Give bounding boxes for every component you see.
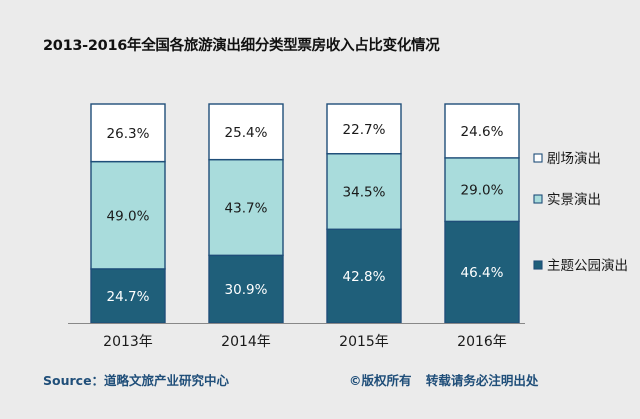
bar-segment — [90, 268, 166, 324]
bar-segment — [326, 153, 402, 230]
x-axis-ticks: 2013年 2014年 2015年 2016年 — [103, 334, 507, 350]
bar-segment — [444, 103, 520, 159]
bar-value-label: 26.3% — [107, 126, 150, 142]
bar-value-label: 42.8% — [343, 269, 386, 285]
bar-value-label: 43.7% — [225, 200, 268, 216]
legend-label: 实景演出 — [547, 192, 601, 208]
bar-segment — [90, 103, 166, 163]
bar-value-label: 46.4% — [461, 265, 504, 281]
bar-value-label: 34.5% — [343, 184, 386, 200]
copyright-note: ©版权所有 转载请务必注明出处 — [349, 370, 538, 389]
repost-notice: 转载请务必注明出处 — [425, 373, 539, 388]
bars-group: 24.7% 49.0% 26.3% 30.9% 43.7% 25.4% 42.8% 34.5%… — [90, 103, 520, 324]
legend-swatch — [533, 194, 543, 204]
legend-label: 主题公园演出 — [547, 258, 628, 274]
x-tick-label: 2014年 — [221, 334, 271, 350]
bar-value-label: 25.4% — [225, 125, 268, 141]
chart-title: 2013-2016年全国各旅游演出细分类型票房收入占比变化情况 — [43, 38, 440, 54]
bar-value-label: 30.9% — [225, 282, 268, 298]
bar-value-label: 24.7% — [107, 289, 150, 305]
bar-segment — [90, 160, 166, 270]
x-tick-label: 2016年 — [457, 334, 507, 350]
bar-value-label: 49.0% — [107, 208, 150, 224]
legend-label: 剧场演出 — [547, 151, 601, 167]
bar-value-label: 24.6% — [461, 124, 504, 140]
source-note: Source：道略文旅产业研究中心 — [43, 373, 230, 388]
x-tick-label: 2013年 — [103, 334, 153, 350]
bar-value-label: 29.0% — [461, 183, 504, 199]
bar-segment — [326, 103, 402, 155]
legend-swatch — [533, 153, 543, 163]
x-tick-label: 2015年 — [339, 334, 389, 350]
bar-value-label: 22.7% — [343, 122, 386, 138]
legend-swatch — [533, 260, 543, 270]
bar-segment — [208, 254, 284, 324]
copyright-label: ©版权所有 — [349, 373, 412, 388]
bar-segment — [326, 228, 402, 324]
bar-segment — [444, 157, 520, 223]
bar-segment — [208, 103, 284, 161]
